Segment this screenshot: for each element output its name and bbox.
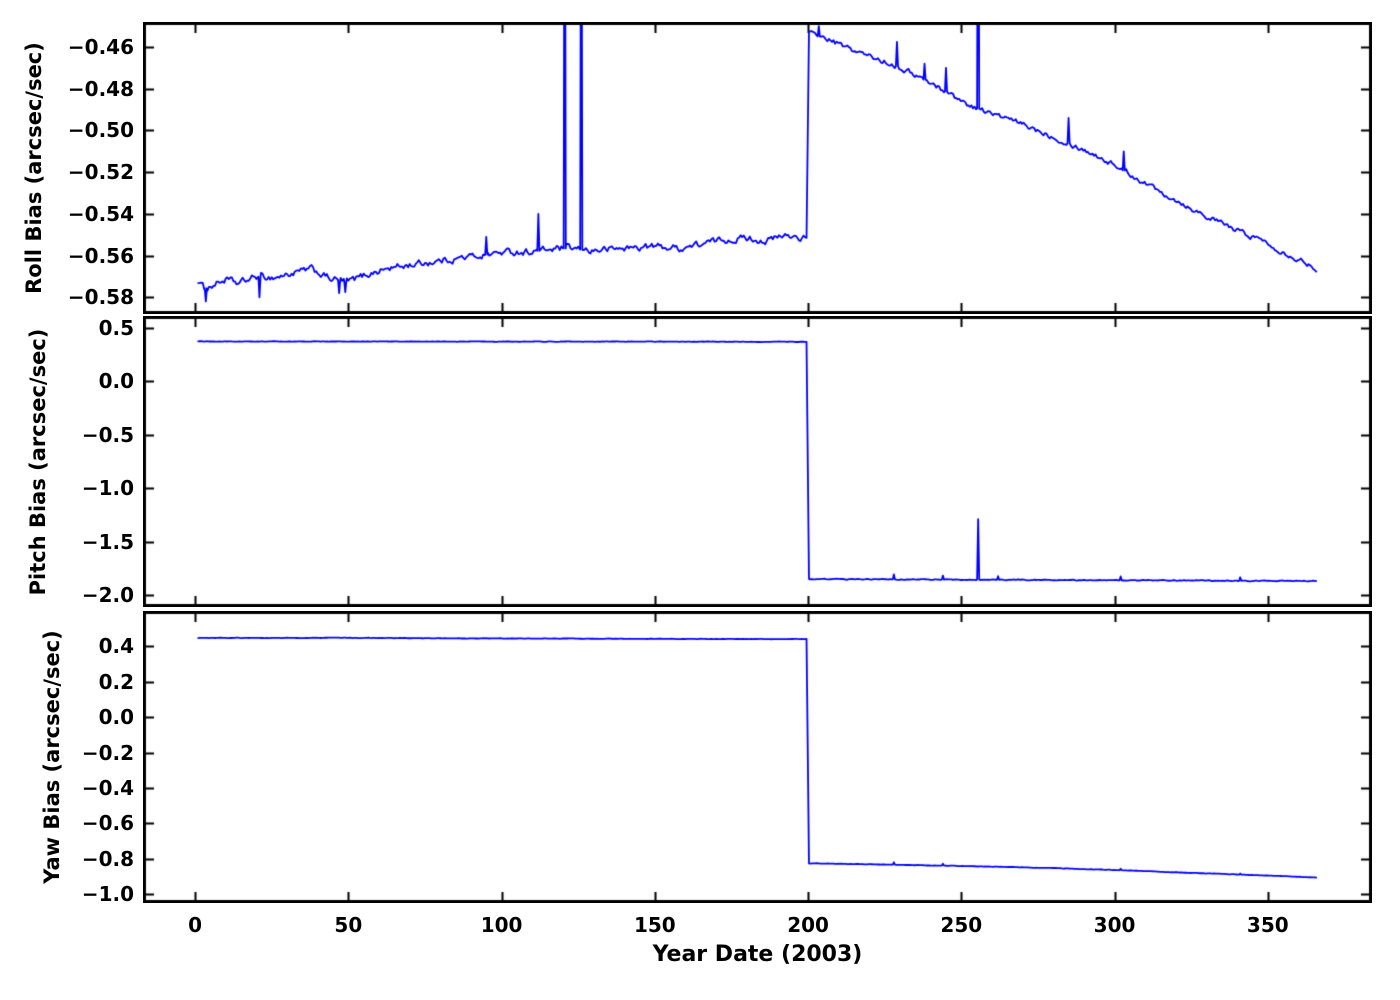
pitch-bias-ytick-label: −0.5 [81, 422, 134, 447]
x-tick-label: 0 [188, 913, 203, 937]
pitch-bias-plot [143, 316, 1372, 607]
yaw-y-axis-label: Yaw Bias (arcsec/sec) [40, 630, 64, 884]
x-tick-label: 150 [633, 913, 676, 937]
yaw-bias-ytick-label: 0.4 [98, 634, 134, 659]
pitch-y-axis-label: Pitch Bias (arcsec/sec) [26, 328, 50, 596]
yaw-bias-ytick-label: −0.2 [81, 740, 134, 765]
x-tick-label: 350 [1246, 913, 1289, 937]
yaw-bias-ytick-label: −0.8 [81, 846, 134, 871]
x-axis-label: Year Date (2003) [652, 942, 863, 967]
pitch-bias-ytick-label: −1.5 [81, 529, 134, 554]
roll-bias-ytick-label: −0.50 [67, 118, 134, 143]
yaw-bias-ytick-label: 0.0 [98, 705, 134, 730]
yaw-bias-ytick-label: 0.2 [98, 669, 134, 694]
roll-bias-ytick-label: −0.46 [67, 35, 134, 60]
yaw-bias-ytick-label: −1.0 [81, 882, 134, 907]
roll-bias-ytick-label: −0.48 [67, 76, 134, 101]
pitch-bias-ytick-label: −1.0 [81, 476, 134, 501]
pitch-bias-ytick-label: −2.0 [81, 583, 134, 608]
pitch-bias-ytick-label: 0.0 [98, 369, 134, 394]
yaw-bias-ytick-label: −0.4 [81, 775, 134, 800]
roll-bias-ytick-label: −0.56 [67, 243, 134, 268]
roll-bias-ytick-label: −0.58 [67, 285, 134, 310]
roll-bias-ytick-label: −0.54 [67, 201, 134, 226]
x-tick-label: 250 [940, 913, 983, 937]
roll-bias-plot [143, 22, 1372, 314]
roll-bias-ytick-label: −0.52 [67, 160, 134, 185]
yaw-bias-ytick-label: −0.6 [81, 811, 134, 836]
yaw-bias-plot [143, 611, 1372, 903]
x-tick-label: 100 [480, 913, 523, 937]
roll-y-axis-label: Roll Bias (arcsec/sec) [22, 42, 46, 294]
x-tick-label: 200 [787, 913, 829, 937]
x-tick-label: 50 [334, 913, 363, 937]
pitch-bias-ytick-label: 0.5 [98, 315, 134, 340]
x-tick-label: 300 [1093, 913, 1136, 937]
